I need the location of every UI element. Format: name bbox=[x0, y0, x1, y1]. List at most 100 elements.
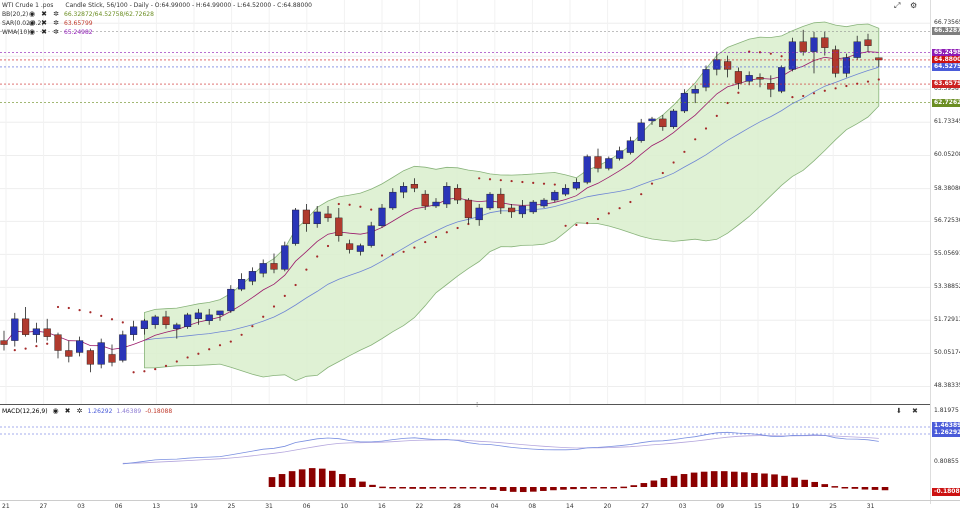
price-chart-panel[interactable]: WTI Crude 1 .pos Candle Stick, 56/100 - … bbox=[0, 0, 930, 404]
candle-body bbox=[227, 288, 235, 312]
close-panel-icon[interactable]: ✖ bbox=[912, 407, 918, 415]
sar-point bbox=[877, 78, 880, 81]
date-tick-label: 09 bbox=[716, 503, 725, 510]
candle-body bbox=[356, 245, 365, 252]
macd-histogram-bar bbox=[590, 487, 597, 489]
candle-body bbox=[745, 75, 753, 82]
gear-icon[interactable]: ✲ bbox=[76, 407, 83, 415]
price-tick-label: 60.05208 bbox=[934, 151, 960, 159]
eye-icon[interactable]: ◉ bbox=[52, 407, 59, 415]
candle-body bbox=[605, 158, 613, 169]
macd-histogram-bar bbox=[791, 477, 798, 487]
candle-body bbox=[724, 61, 732, 70]
macd-chart-svg[interactable] bbox=[0, 405, 930, 501]
sar-point bbox=[532, 181, 535, 184]
candle-body bbox=[389, 191, 397, 209]
sar-point bbox=[326, 244, 330, 248]
candle-body bbox=[508, 207, 516, 213]
macd-histogram-bar bbox=[670, 475, 678, 487]
gear-icon[interactable]: ✲ bbox=[53, 28, 59, 36]
sar-point bbox=[154, 368, 157, 371]
candle-body bbox=[302, 209, 311, 225]
candle-body bbox=[129, 326, 138, 335]
sar-point bbox=[542, 182, 546, 185]
candle-body bbox=[810, 37, 818, 52]
candle-body bbox=[443, 186, 451, 205]
macd-histogram-bar bbox=[519, 487, 527, 493]
macd-value-3: -0.18088 bbox=[145, 407, 173, 415]
close-icon[interactable]: ✖ bbox=[41, 28, 47, 36]
time-axis[interactable]: 21 27 03 06 13 19 25 31 06 10 16 22 28 04 08 14 20 27 03 09… bbox=[0, 500, 960, 516]
candle-body bbox=[140, 320, 149, 329]
date-tick-label: 25 bbox=[227, 503, 236, 510]
candle-body bbox=[410, 184, 419, 189]
date-tick-label: 27 bbox=[39, 503, 48, 510]
macd-histogram-bar bbox=[761, 473, 768, 487]
sar-point bbox=[683, 150, 686, 153]
sar-point bbox=[640, 193, 643, 196]
candle-body bbox=[32, 328, 41, 335]
eye-icon[interactable]: ◉ bbox=[28, 19, 36, 27]
eye-icon[interactable]: ◉ bbox=[28, 10, 36, 18]
macd-tick-label: 0.80855 bbox=[934, 458, 959, 465]
candle-body bbox=[767, 83, 775, 90]
eye-icon[interactable]: ◉ bbox=[28, 28, 36, 36]
macd-histogram-bar bbox=[530, 487, 537, 492]
macd-histogram-bar bbox=[308, 468, 316, 487]
price-axis[interactable]: 66.7356565.0679363.3958761.7334560.05208… bbox=[930, 0, 960, 404]
macd-histogram-bar bbox=[720, 471, 728, 487]
candle-body bbox=[292, 209, 300, 244]
macd-histogram-bar bbox=[781, 475, 788, 487]
macd-histogram-bar bbox=[801, 479, 808, 487]
sar-point bbox=[769, 52, 772, 55]
maximize-icon[interactable]: ⤢ bbox=[894, 1, 901, 10]
macd-histogram-bar bbox=[329, 470, 336, 487]
price-tick-label: 55.05691 bbox=[934, 250, 960, 258]
settings-icon[interactable]: ⚙ bbox=[910, 1, 918, 10]
sar-point bbox=[456, 226, 459, 230]
price-tick-label: 50.05174 bbox=[934, 349, 960, 357]
candle-body bbox=[108, 354, 116, 363]
sar-point bbox=[370, 208, 373, 211]
price-tick-label: 51.72913 bbox=[934, 316, 960, 324]
price-chart-svg[interactable] bbox=[0, 0, 930, 404]
candle-body bbox=[788, 41, 797, 70]
date-tick-label: 16 bbox=[378, 503, 386, 510]
resize-handle[interactable]: ⁞ bbox=[476, 401, 479, 409]
macd-histogram-bar bbox=[339, 474, 346, 487]
candle-body bbox=[486, 193, 494, 209]
candle-body bbox=[562, 187, 570, 195]
sar-point bbox=[499, 179, 502, 182]
wma-value: 65.24982 bbox=[64, 29, 93, 36]
date-tick-label: 21 bbox=[2, 503, 10, 510]
sar-value: 63.65799 bbox=[64, 20, 93, 27]
sar-point bbox=[791, 96, 794, 99]
close-icon[interactable]: ✖ bbox=[64, 407, 71, 415]
date-tick-label: 06 bbox=[302, 503, 311, 510]
macd-panel[interactable]: MACD(12,26,9) ◉ ✖ ✲ 1.26292 1.46389 -0.1… bbox=[0, 401, 930, 505]
candle-body bbox=[734, 71, 743, 84]
close-icon[interactable]: ✖ bbox=[41, 19, 47, 27]
candle-body bbox=[86, 350, 95, 365]
price-tick-label: 56.72530 bbox=[934, 217, 960, 225]
candle-body bbox=[54, 334, 62, 351]
candle-body bbox=[702, 69, 710, 88]
sar-point bbox=[737, 91, 740, 94]
sar-point bbox=[110, 318, 114, 321]
gear-icon[interactable]: ✲ bbox=[53, 10, 59, 18]
down-arrow-icon[interactable]: ⬇ bbox=[896, 407, 902, 415]
sar-point bbox=[413, 246, 416, 249]
macd-value-1: 1.26292 bbox=[87, 407, 113, 415]
close-icon[interactable]: ✖ bbox=[41, 10, 47, 18]
sar-point bbox=[132, 371, 135, 374]
date-tick-label: 25 bbox=[829, 503, 837, 510]
sar-point bbox=[197, 352, 200, 355]
sar-point bbox=[424, 240, 427, 244]
macd-histogram-bar bbox=[489, 487, 497, 490]
macd-value-2: 1.46389 bbox=[116, 407, 142, 415]
macd-line bbox=[122, 431, 879, 465]
gear-icon[interactable]: ✲ bbox=[53, 19, 59, 27]
price-tick-label: 63.39587 bbox=[934, 85, 960, 93]
date-tick-label: 27 bbox=[641, 503, 649, 510]
